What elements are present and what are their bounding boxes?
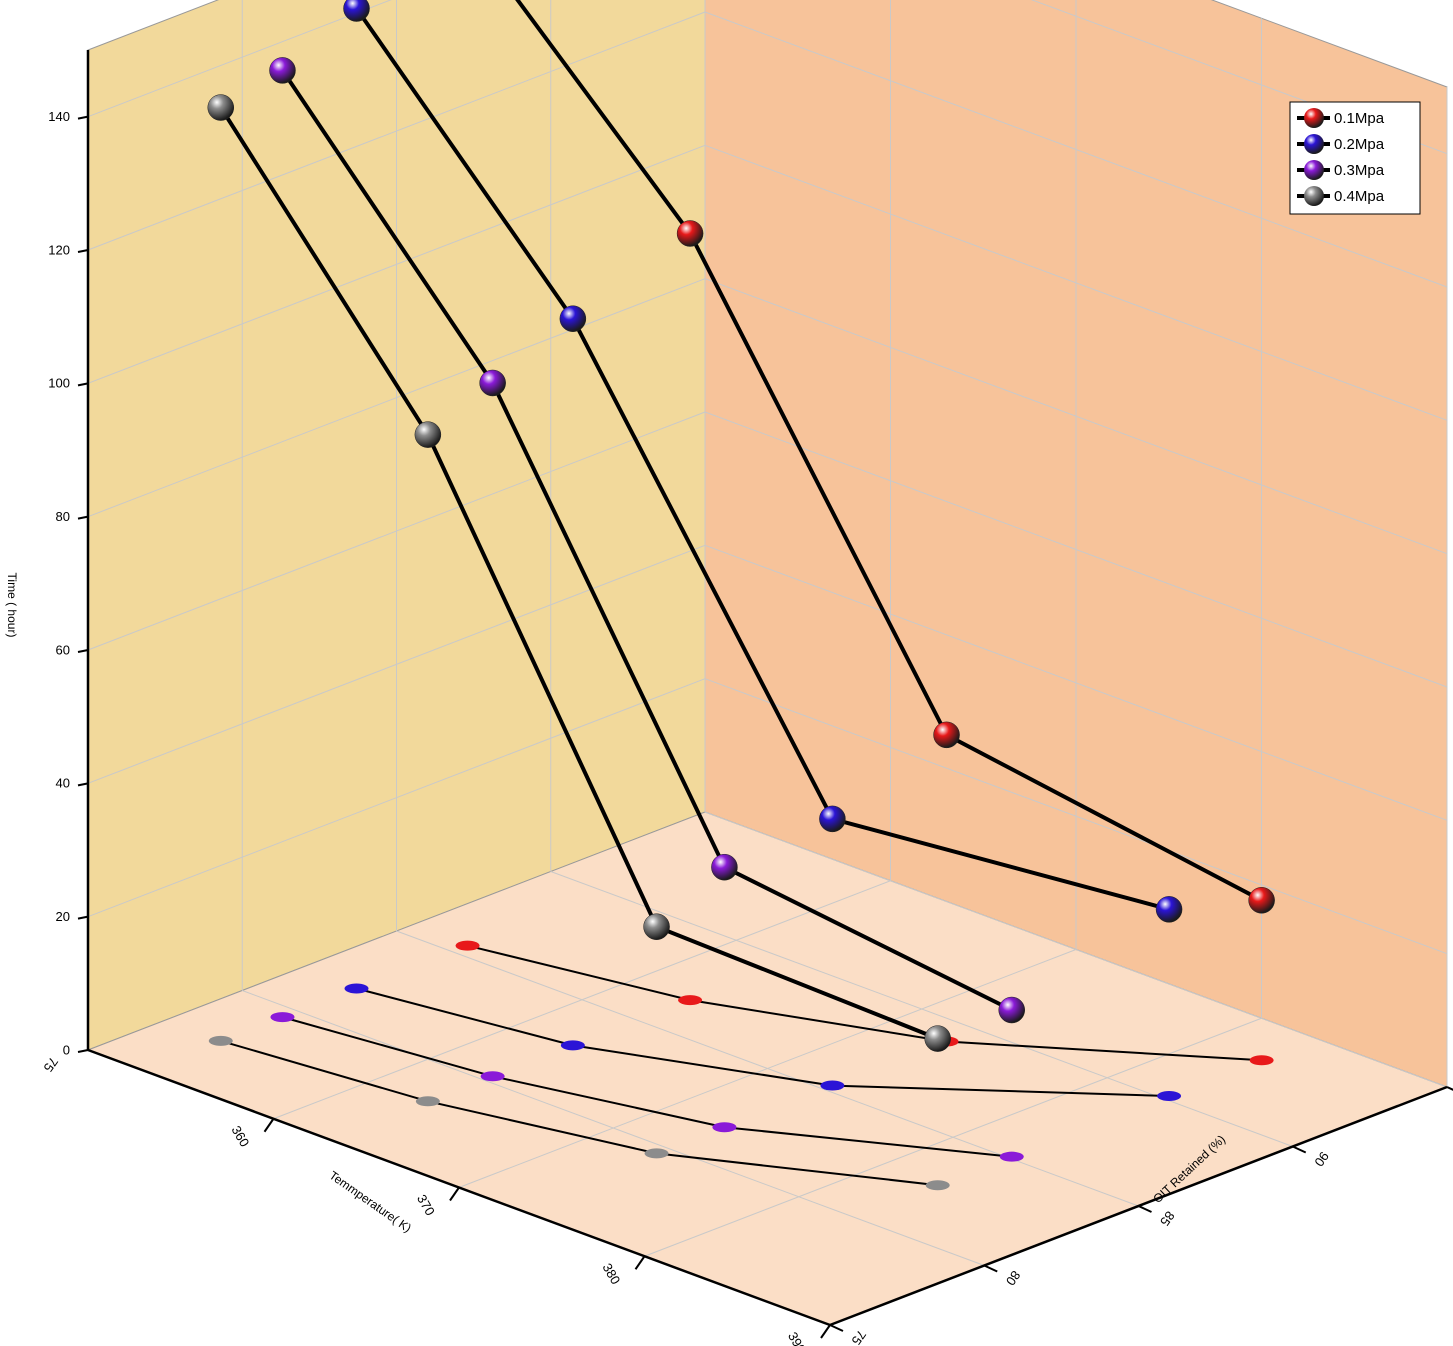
projection-point — [455, 940, 480, 951]
tick-mark — [77, 382, 89, 387]
tick-mark — [1292, 1145, 1307, 1154]
tick-mark — [77, 649, 89, 653]
projection-point — [820, 1080, 845, 1091]
projection-point — [415, 1096, 440, 1107]
z-tick-label: 20 — [56, 909, 70, 924]
z-tick-label: 60 — [56, 642, 70, 657]
data-point — [643, 913, 670, 940]
projection-point — [999, 1151, 1024, 1162]
z-tick-label: 120 — [48, 242, 70, 257]
y-tick-label: 75 — [849, 1327, 870, 1346]
x-tick-label: 390 — [785, 1329, 809, 1346]
tick-mark — [77, 115, 89, 120]
x-tick-label: 360 — [228, 1123, 252, 1149]
tick-mark — [820, 1324, 831, 1339]
data-point — [559, 305, 587, 332]
projection-point — [208, 1035, 233, 1046]
series-lines-and-points — [207, 0, 1275, 1052]
tick-mark — [77, 249, 89, 253]
grid-line — [87, 0, 392, 118]
series-line — [280, 69, 1013, 1012]
tick-mark — [77, 782, 89, 787]
legend-marker — [1304, 186, 1324, 206]
tick-mark — [1446, 1086, 1453, 1091]
projection-point — [1249, 1055, 1274, 1066]
legend-marker — [1304, 160, 1324, 180]
data-point — [924, 1025, 951, 1052]
projection-point — [644, 1148, 669, 1159]
data-point — [479, 369, 506, 397]
data-point — [819, 805, 846, 833]
legend-label: 0.3Mpa — [1334, 162, 1385, 179]
tick-mark — [77, 915, 89, 920]
projection-point — [1157, 1090, 1182, 1101]
projection-point — [925, 1180, 950, 1191]
projection-line — [282, 1016, 1012, 1158]
series-line — [354, 7, 1170, 912]
projection-line — [356, 987, 1170, 1097]
tick-mark — [77, 515, 89, 520]
tick-mark — [829, 1324, 844, 1332]
projection-point — [270, 1012, 295, 1023]
z-tick-label: 100 — [48, 376, 70, 391]
data-point — [207, 94, 235, 121]
z-tick-label: 140 — [48, 109, 70, 124]
legend-marker — [1304, 134, 1324, 154]
y-tick-label: 90 — [1311, 1149, 1332, 1169]
grid-line — [242, 990, 985, 1266]
tick-mark — [634, 1255, 646, 1270]
tick-mark — [1138, 1205, 1152, 1213]
y-tick-label: 80 — [1003, 1268, 1024, 1288]
data-point — [1155, 896, 1183, 923]
projection-point — [678, 995, 703, 1006]
legend: 0.1Mpa 0.2Mpa 0.3Mpa 0.4Mpa — [1289, 101, 1421, 215]
tick-mark — [983, 1264, 998, 1273]
grid-line — [704, 811, 1448, 1088]
floor-projections — [208, 940, 1274, 1191]
tick-mark — [263, 1118, 275, 1133]
series-line — [515, 0, 1263, 903]
series-line — [219, 106, 939, 1041]
x-axis-label: Temmperature( K) — [327, 1168, 414, 1235]
projection-line — [467, 944, 1262, 1062]
projection-line — [220, 1039, 938, 1187]
projection-point — [480, 1071, 505, 1082]
data-point — [1248, 887, 1275, 914]
legend-label: 0.2Mpa — [1334, 136, 1385, 153]
z-axis-label: Time ( hour) — [5, 573, 19, 638]
data-point — [676, 220, 704, 247]
data-point — [414, 421, 442, 448]
tick-mark — [77, 1049, 89, 1053]
data-point — [343, 0, 370, 22]
y-corner-tick-label: 75 — [41, 1054, 62, 1074]
z-tick-label: 80 — [56, 509, 70, 524]
data-point — [933, 721, 960, 749]
projection-point — [560, 1040, 585, 1051]
data-point — [998, 996, 1025, 1024]
tick-mark — [449, 1186, 460, 1202]
x-tick-label: 370 — [414, 1192, 438, 1218]
data-point — [269, 57, 296, 84]
y-tick-label: 85 — [1157, 1208, 1178, 1228]
projection-point — [712, 1122, 737, 1133]
legend-marker — [1304, 108, 1324, 128]
projection-point — [344, 983, 369, 994]
data-point — [711, 853, 738, 881]
legend-label: 0.4Mpa — [1334, 188, 1385, 205]
z-tick-label: 40 — [56, 776, 70, 791]
z-tick-label: 0 — [63, 1042, 70, 1057]
x-tick-label: 380 — [599, 1261, 623, 1287]
legend-label: 0.1Mpa — [1334, 110, 1385, 127]
